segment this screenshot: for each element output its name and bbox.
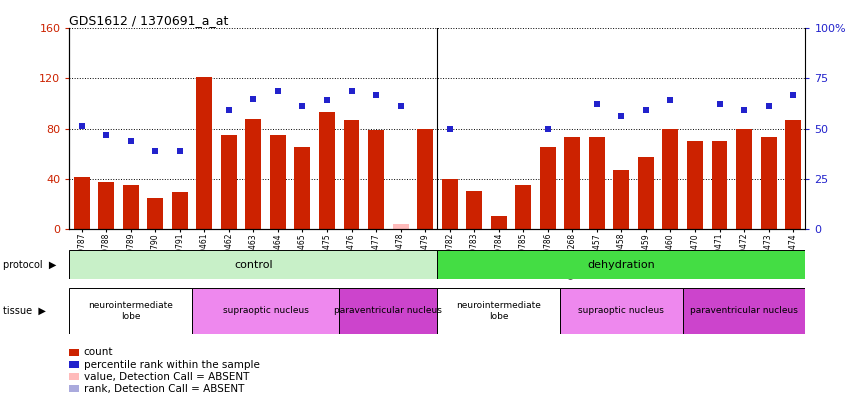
Bar [192,288,339,334]
Bar [74,177,90,229]
Text: paraventricular nucleus: paraventricular nucleus [334,306,442,315]
Text: control: control [234,260,272,270]
Bar [437,288,560,334]
Bar [761,137,777,229]
Text: supraoptic nucleus: supraoptic nucleus [222,306,309,315]
Bar [343,120,360,229]
Bar [196,77,212,229]
Text: supraoptic nucleus: supraoptic nucleus [579,306,664,315]
Text: neurointermediate
lobe: neurointermediate lobe [88,301,173,320]
Bar [69,250,437,279]
Text: tissue  ▶: tissue ▶ [3,306,47,316]
Text: value, Detection Call = ABSENT: value, Detection Call = ABSENT [84,372,249,382]
Text: count: count [84,347,113,357]
Bar [662,129,678,229]
Bar [683,288,805,334]
Bar [711,141,728,229]
Bar [638,158,654,229]
Bar [245,119,261,229]
Bar [123,185,139,229]
Bar [540,147,556,229]
Bar [221,135,237,229]
Text: dehydration: dehydration [587,260,656,270]
Bar [98,183,114,229]
Bar [442,179,458,229]
Text: neurointermediate
lobe: neurointermediate lobe [456,301,541,320]
Bar [515,185,531,229]
Bar [393,224,409,229]
Bar [417,129,433,229]
Bar [437,250,805,279]
Bar [319,112,335,229]
Bar [491,216,507,229]
Bar [613,170,629,229]
Bar [466,191,482,229]
Bar [564,137,580,229]
Text: protocol  ▶: protocol ▶ [3,260,57,270]
Bar [172,192,188,229]
Bar [147,198,163,229]
Bar [270,135,286,229]
Bar [69,288,192,334]
Text: rank, Detection Call = ABSENT: rank, Detection Call = ABSENT [84,384,244,394]
Bar [687,141,703,229]
Bar [785,120,801,229]
Bar [294,147,310,229]
Bar [339,288,437,334]
Text: percentile rank within the sample: percentile rank within the sample [84,360,260,369]
Bar [368,130,384,229]
Bar [589,137,605,229]
Text: paraventricular nucleus: paraventricular nucleus [690,306,798,315]
Text: GDS1612 / 1370691_a_at: GDS1612 / 1370691_a_at [69,14,228,27]
Bar [560,288,683,334]
Bar [736,129,752,229]
